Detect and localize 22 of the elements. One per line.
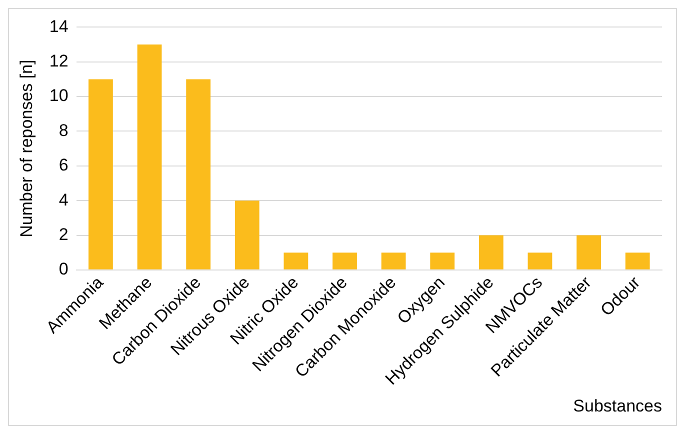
y-tick-label: 14 (49, 16, 68, 36)
y-tick-label: 8 (58, 120, 68, 140)
y-tick-label: 2 (58, 224, 68, 244)
y-tick-label: 12 (49, 52, 68, 71)
y-tick-label: 10 (49, 86, 68, 106)
bar (234, 200, 260, 270)
bar (430, 252, 455, 270)
bar (88, 79, 113, 270)
bar (186, 79, 211, 270)
bar (625, 252, 650, 270)
bar (137, 44, 162, 270)
y-axis-title: Number of reponses [n] (16, 60, 36, 238)
bar (381, 252, 406, 270)
bar (284, 252, 308, 270)
x-axis-title: Substances (573, 396, 662, 416)
y-tick-label: 0 (58, 260, 68, 279)
bar (478, 235, 504, 270)
bar (332, 252, 357, 270)
bar (576, 235, 601, 270)
bar (528, 252, 552, 270)
y-tick-label: 4 (58, 190, 68, 210)
y-tick-label: 6 (58, 156, 68, 175)
